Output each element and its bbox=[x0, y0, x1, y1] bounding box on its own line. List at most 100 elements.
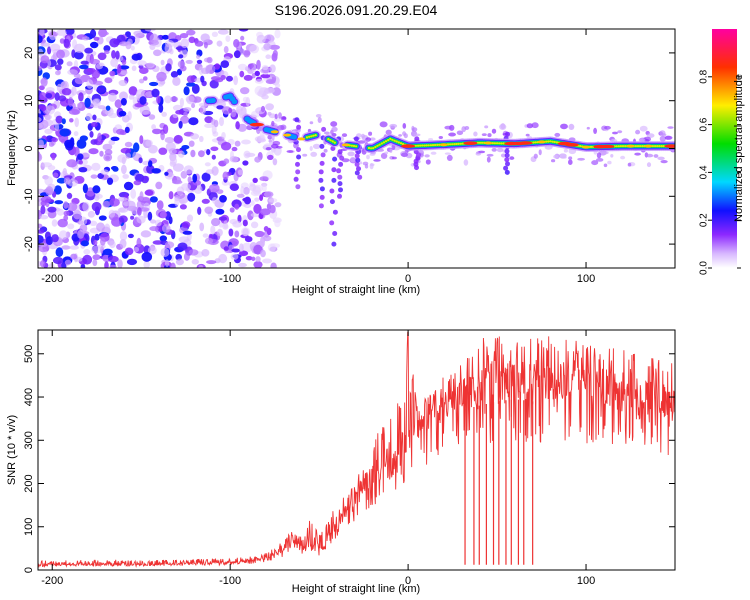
noise-blob bbox=[234, 203, 240, 210]
streak-blob bbox=[504, 148, 510, 154]
noise-blob bbox=[38, 117, 42, 123]
noise-blob bbox=[220, 75, 226, 80]
ridge-blob bbox=[495, 142, 499, 145]
noise-blob bbox=[121, 164, 127, 175]
noise-blob bbox=[309, 146, 313, 151]
noise-blob bbox=[384, 151, 389, 155]
ridge-blob bbox=[436, 143, 439, 146]
noise-blob bbox=[267, 154, 274, 160]
noise-blob bbox=[93, 98, 101, 107]
noise-blob bbox=[356, 133, 362, 138]
noise-blob bbox=[225, 35, 231, 42]
noise-blob bbox=[96, 63, 103, 70]
streak-blob bbox=[336, 168, 342, 174]
noise-blob bbox=[90, 139, 98, 145]
noise-blob bbox=[312, 143, 321, 149]
noise-blob bbox=[533, 153, 538, 159]
noise-blob bbox=[48, 263, 55, 268]
noise-blob bbox=[180, 115, 190, 124]
noise-blob bbox=[179, 97, 184, 108]
noise-blob bbox=[244, 196, 251, 205]
noise-blob bbox=[627, 162, 632, 167]
ridge-blob bbox=[498, 142, 501, 145]
noise-blob bbox=[172, 113, 179, 119]
noise-blob bbox=[66, 61, 73, 67]
streak-blob bbox=[294, 117, 300, 123]
ridge-blob bbox=[425, 144, 428, 147]
noise-blob bbox=[45, 93, 53, 99]
noise-blob bbox=[240, 35, 245, 41]
noise-blob bbox=[58, 95, 67, 102]
noise-blob bbox=[175, 258, 184, 266]
noise-blob bbox=[117, 154, 128, 163]
noise-blob bbox=[254, 156, 261, 163]
streak-blob bbox=[357, 174, 363, 180]
noise-blob bbox=[86, 79, 94, 89]
streak-blob bbox=[504, 169, 510, 175]
ridge-hotspot bbox=[582, 145, 590, 149]
noise-blob bbox=[250, 212, 260, 218]
noise-blob bbox=[149, 219, 157, 224]
noise-blob bbox=[97, 105, 106, 110]
noise-blob bbox=[38, 139, 44, 149]
noise-blob bbox=[170, 96, 179, 102]
noise-blob bbox=[211, 218, 221, 227]
ridge-blob bbox=[491, 142, 494, 145]
noise-blob bbox=[56, 49, 65, 59]
noise-blob bbox=[188, 36, 196, 44]
noise-blob bbox=[186, 82, 196, 87]
noise-blob bbox=[106, 177, 114, 185]
noise-blob bbox=[464, 126, 470, 130]
noise-blob bbox=[90, 174, 98, 179]
streak-blob bbox=[318, 177, 324, 183]
noise-blob bbox=[109, 198, 120, 207]
ridge-blob bbox=[641, 145, 644, 148]
noise-blob bbox=[473, 131, 478, 137]
ridge-blob bbox=[391, 138, 394, 141]
noise-blob bbox=[66, 192, 73, 199]
ridge-blob bbox=[401, 143, 405, 146]
noise-blob bbox=[237, 169, 243, 176]
noise-blob bbox=[286, 150, 294, 153]
noise-blob bbox=[646, 162, 652, 168]
noise-blob bbox=[254, 197, 260, 202]
colorbar-label: Normalized spectral amplitude bbox=[733, 74, 745, 222]
noise-blob bbox=[38, 65, 43, 71]
noise-blob bbox=[247, 63, 254, 69]
noise-blob bbox=[252, 177, 258, 183]
noise-blob bbox=[70, 253, 78, 260]
ridge-blob bbox=[455, 142, 458, 146]
noise-blob bbox=[210, 146, 219, 152]
noise-blob bbox=[262, 258, 273, 264]
streak-blob bbox=[503, 165, 509, 171]
noise-blob bbox=[148, 114, 156, 120]
ridge-blob bbox=[636, 145, 640, 148]
noise-blob bbox=[612, 131, 618, 135]
noise-blob bbox=[44, 114, 52, 120]
noise-blob bbox=[481, 133, 487, 137]
noise-blob bbox=[159, 235, 167, 242]
noise-blob bbox=[104, 50, 110, 55]
noise-blob bbox=[249, 44, 260, 54]
noise-blob bbox=[183, 252, 190, 261]
noise-blob bbox=[486, 153, 494, 157]
noise-blob bbox=[244, 236, 253, 243]
noise-blob bbox=[120, 98, 127, 106]
noise-blob bbox=[204, 116, 213, 124]
noise-blob bbox=[274, 202, 282, 208]
noise-blob bbox=[164, 43, 173, 54]
ridge-blob bbox=[448, 143, 452, 146]
noise-blob bbox=[117, 63, 122, 74]
ridge-blob bbox=[429, 144, 433, 147]
noise-blob bbox=[136, 237, 142, 248]
ridge-blob bbox=[553, 140, 556, 144]
noise-blob bbox=[191, 103, 196, 109]
noise-blob bbox=[133, 142, 140, 153]
noise-blob bbox=[132, 151, 139, 161]
noise-blob bbox=[639, 125, 648, 132]
noise-blob bbox=[110, 136, 120, 141]
noise-blob bbox=[89, 58, 100, 65]
ridge-blob bbox=[374, 145, 377, 149]
streak-blob bbox=[505, 131, 510, 137]
y-tick-label: 500 bbox=[23, 345, 35, 363]
